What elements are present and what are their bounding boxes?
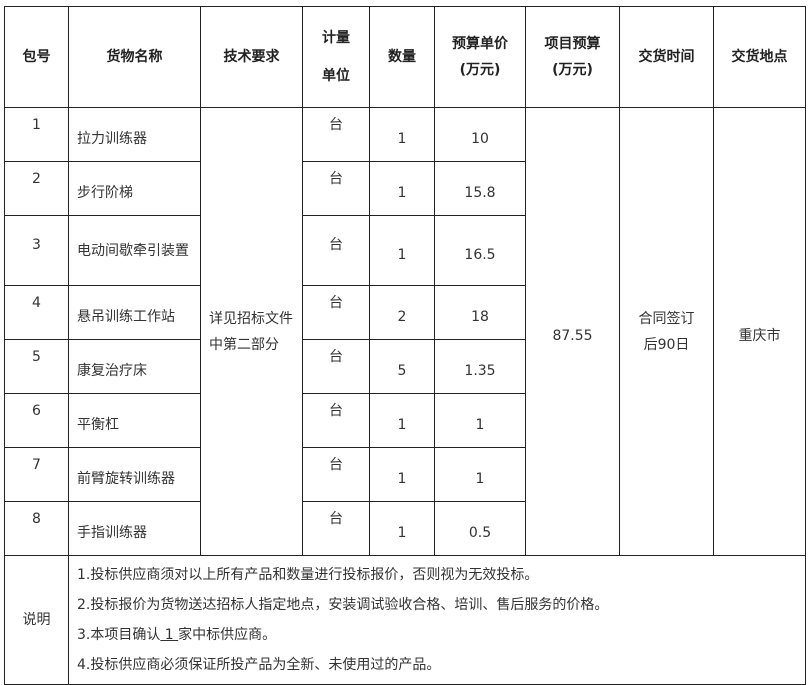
header-unit-line1: 计量 [322,30,350,46]
notes-label: 说明 [4,555,69,685]
unit: 台 [302,447,370,502]
unit: 台 [302,339,370,394]
note-line-3-pre: 3.本项目确认 [77,627,161,643]
unit-price: 10 [434,107,526,162]
project-budget-cell: 87.55 [525,107,620,556]
unit: 台 [302,107,370,162]
unit-price: 1 [434,447,526,502]
note-line-3-post: 家中标供应商。 [178,627,277,643]
quantity: 1 [369,215,435,286]
unit-price: 15.8 [434,161,526,216]
header-unit-price: 预算单价 (万元) [434,6,526,108]
unit-price: 1 [434,393,526,448]
quantity: 5 [369,339,435,394]
unit-price: 18 [434,285,526,340]
package-no: 2 [4,161,69,216]
table-row: 6 平衡杠 台 1 1 [4,393,806,448]
goods-name: 康复治疗床 [68,339,201,394]
header-tech-req: 技术要求 [200,6,303,108]
delivery-time-cell: 合同签订后90日 [619,107,714,556]
quantity: 1 [369,161,435,216]
tech-req-cell: 详见招标文件中第二部分 [200,107,303,556]
package-no: 4 [4,285,69,340]
unit-price: 16.5 [434,215,526,286]
quantity: 2 [369,285,435,340]
unit-price: 1.35 [434,339,526,394]
header-goods-name: 货物名称 [68,6,201,108]
unit: 台 [302,393,370,448]
header-unit: 计量 单位 [302,6,370,108]
quantity: 1 [369,501,435,556]
notes-row: 说明 1.投标供应商须对以上所有产品和数量进行投标报价，否则视为无效投标。 2.… [4,555,806,685]
header-quantity: 数量 [369,6,435,108]
goods-name: 手指训练器 [68,501,201,556]
quantity: 1 [369,107,435,162]
procurement-table: 包号 货物名称 技术要求 计量单位 数量 预算单价 (万元) 项目预算 (万元) 交… [4,6,806,685]
package-no: 6 [4,393,69,448]
goods-name: 拉力训练器 [68,107,201,162]
header-project-budget: 项目预算 (万元) [525,6,620,108]
header-package-no: 包号 [4,6,69,108]
table-row: 8 手指训练器 台 1 0.5 [4,501,806,556]
table-row: 2 步行阶梯 台 1 15.8 [4,161,806,216]
package-no: 1 [4,107,69,162]
package-no: 5 [4,339,69,394]
header-unit-price-line1: 预算单价 [452,36,508,52]
quantity: 1 [369,393,435,448]
goods-name: 电动间歇牵引装置 [68,215,201,286]
goods-name: 步行阶梯 [68,161,201,216]
note-line-4: 4.投标供应商必须保证所投产品为全新、未使用过的产品。 [77,657,441,673]
goods-name: 平衡杠 [68,393,201,448]
table-row: 1 拉力训练器 详见招标文件中第二部分 台 1 10 87.55 合同签订后90… [4,107,806,556]
notes-cell: 1.投标供应商须对以上所有产品和数量进行投标报价，否则视为无效投标。 2.投标报… [68,555,806,685]
header-project-budget-line2: (万元) [552,62,593,78]
table-row: 5 康复治疗床 台 5 1.35 [4,339,806,394]
delivery-place-cell: 重庆市 [713,107,806,556]
header-unit-line2: 单位 [322,68,350,84]
header-delivery-time: 交货时间 [619,6,714,108]
note-line-2: 2.投标报价为货物送达招标人指定地点，安装调试验收合格、培训、售后服务的价格。 [77,597,609,613]
header-project-budget-line1: 项目预算 [544,36,601,52]
header-delivery-place: 交货地点 [713,6,806,108]
quantity: 1 [369,447,435,502]
package-no: 8 [4,501,69,556]
goods-name: 前臂旋转训练器 [68,447,201,502]
package-no: 7 [4,447,69,502]
note-line-3: 3.本项目确认 1 家中标供应商。 [77,620,797,650]
unit: 台 [302,285,370,340]
unit: 台 [302,161,370,216]
note-line-1: 1.投标供应商须对以上所有产品和数量进行投标报价，否则视为无效投标。 [77,567,539,583]
note-line-3-number: 1 [160,627,179,643]
header-unit-price-line2: (万元) [459,62,501,78]
unit: 台 [302,501,370,556]
goods-name: 悬吊训练工作站 [68,285,201,340]
package-no: 3 [4,215,69,286]
header-row: 包号 货物名称 技术要求 计量单位 数量 预算单价 (万元) 项目预算 (万元) 交… [4,6,806,108]
unit-price: 0.5 [434,501,526,556]
unit: 台 [302,215,370,286]
